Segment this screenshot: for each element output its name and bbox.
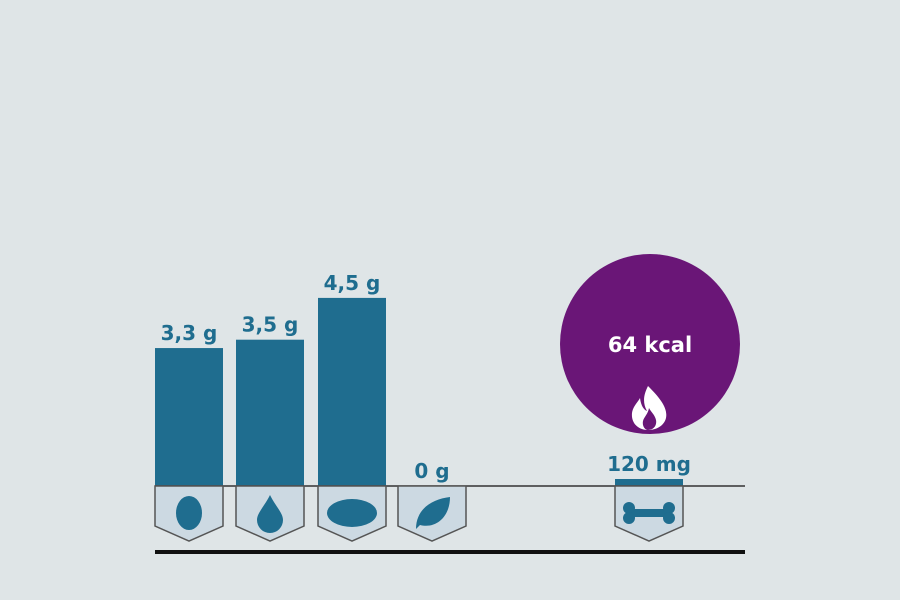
flame-icon <box>631 386 667 430</box>
badge-bone <box>614 485 684 542</box>
leaf-icon <box>416 497 450 529</box>
bar-water-drop <box>236 339 304 486</box>
energy-circle: 64 kcal <box>560 254 740 434</box>
data-label: 0 g <box>414 459 449 483</box>
badge-bread <box>317 485 387 542</box>
bottom-rule <box>155 550 745 554</box>
badge-leaf <box>397 485 467 542</box>
energy-label: 64 kcal <box>608 333 692 357</box>
bread-icon <box>327 499 377 527</box>
bone-icon <box>623 502 675 524</box>
bar-mineral <box>615 479 683 486</box>
badge-water-drop <box>235 485 305 542</box>
data-label: 3,5 g <box>242 313 299 337</box>
data-label: 3,3 g <box>161 321 218 345</box>
egg-icon <box>176 496 202 530</box>
bar-egg <box>155 348 223 486</box>
water-drop-icon <box>257 495 283 533</box>
data-label: 120 mg <box>607 452 691 476</box>
bar-bread <box>318 297 386 486</box>
data-label: 4,5 g <box>324 271 381 295</box>
badge-egg <box>154 485 224 542</box>
